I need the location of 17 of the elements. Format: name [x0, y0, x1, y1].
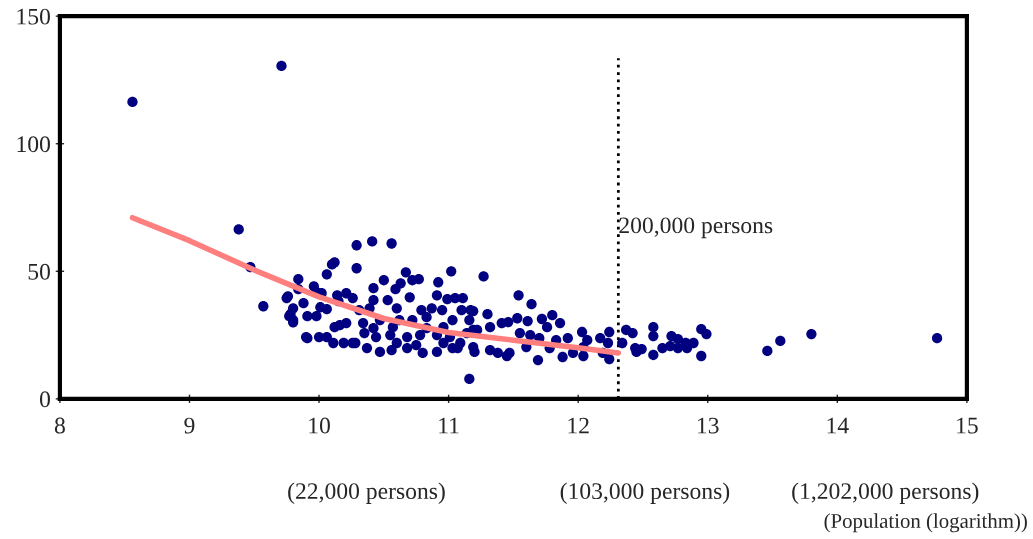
x-tick-label: 10	[309, 417, 330, 434]
x-axis-title: (Population (logarithm))	[824, 513, 1027, 533]
x-tick-label: 14	[827, 417, 849, 434]
x-tick-label: 11	[439, 417, 459, 434]
x-tick-label: 12	[568, 417, 589, 434]
text: (22,000 persons)	[288, 482, 445, 504]
y-tick-label: 100	[17, 136, 50, 153]
x-tick-label: 9	[184, 417, 195, 434]
ref-line-label: 200,000 persons	[619, 217, 773, 239]
x-tick-label: 15	[957, 417, 978, 434]
y-tick-label: 50	[28, 263, 50, 280]
text: (1,202,000 persons)	[792, 482, 979, 504]
y-tick-label: 150	[17, 8, 50, 25]
y-tick-label: 0	[39, 391, 50, 408]
x-tick-label: 13	[698, 417, 719, 434]
x-tick-label: 8	[54, 417, 65, 434]
text: (103,000 persons)	[560, 482, 730, 504]
